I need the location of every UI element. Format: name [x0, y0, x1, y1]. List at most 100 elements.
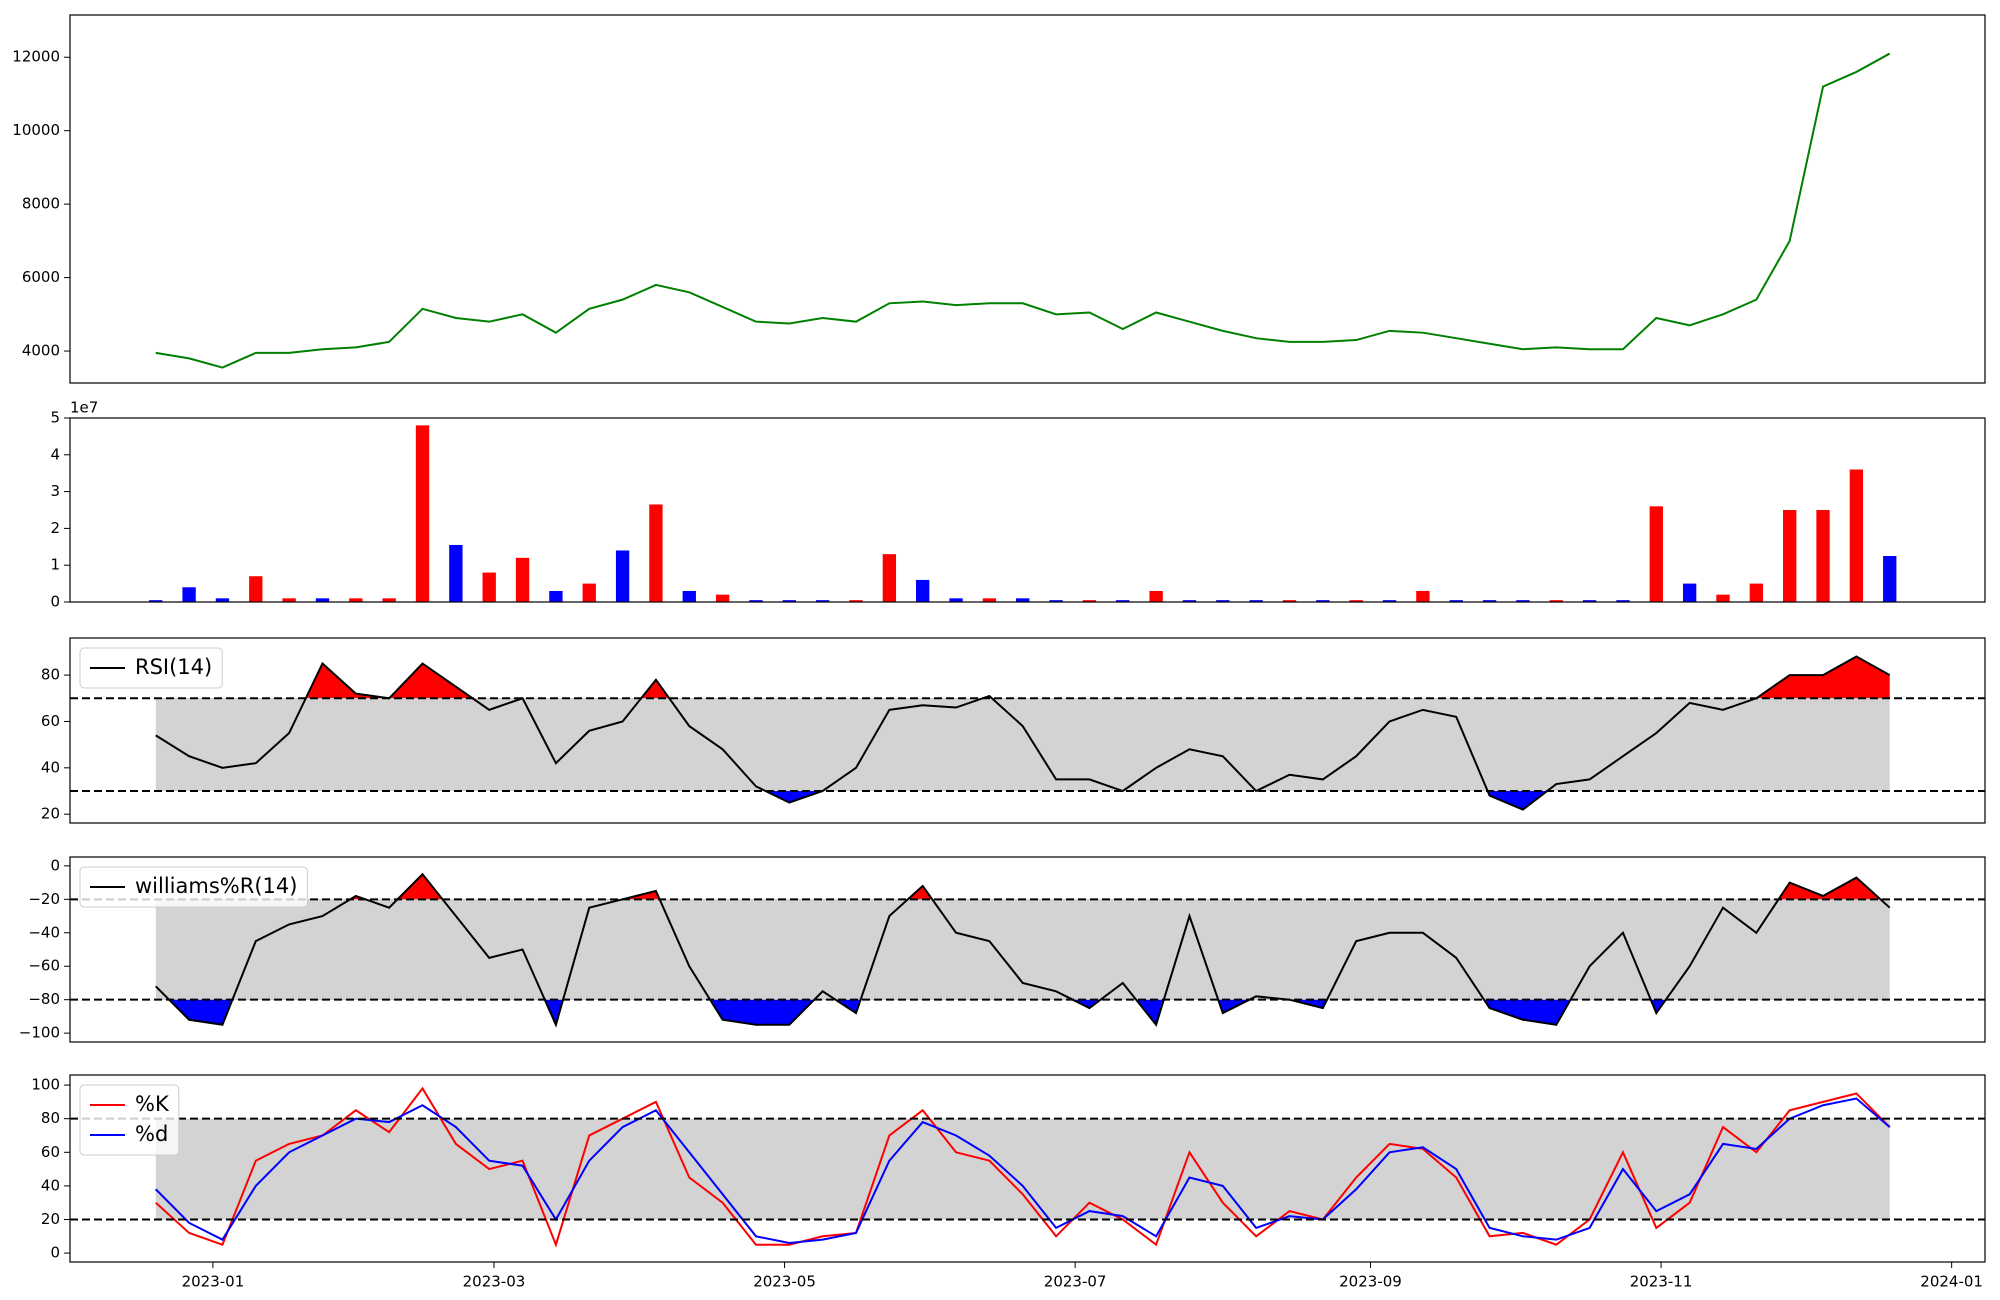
y-tick-label: 3 — [50, 482, 60, 500]
volume-bar — [749, 600, 763, 602]
y-tick-label: 0 — [50, 856, 60, 874]
volume-bar — [1616, 600, 1630, 602]
volume-bar — [249, 576, 263, 602]
volume-bar — [215, 598, 230, 602]
series-line — [155, 1097, 1891, 1245]
series-line — [155, 655, 1891, 811]
volume-bar — [1316, 600, 1330, 602]
panel: 0 1 2 3 4 5 1e7 — [50, 399, 1986, 611]
y-tick-label: 8000 — [22, 195, 60, 213]
volume-bar — [1649, 506, 1663, 602]
volume-bar — [1482, 600, 1497, 602]
volume-bar — [882, 554, 897, 602]
volume-bar — [1849, 469, 1864, 602]
volume-bar — [949, 598, 963, 602]
volume-bar — [1382, 600, 1397, 602]
axes-frame — [69, 856, 1986, 1043]
y-tick-label: 100 — [31, 1076, 60, 1094]
offset-label: 1e7 — [70, 399, 98, 417]
volume-bar — [1182, 600, 1197, 602]
volume-bar — [1549, 600, 1563, 602]
y-tick-label: 6000 — [22, 268, 60, 286]
volume-bar — [1049, 600, 1063, 602]
series-line — [155, 872, 1891, 1028]
volume-bar — [282, 598, 296, 602]
volume-bar — [682, 590, 696, 602]
volume-bar — [382, 598, 396, 602]
x-tick-label: 2023-07 — [1044, 1273, 1107, 1291]
volume-bar — [1582, 600, 1597, 602]
volume-bar — [1816, 510, 1830, 602]
x-tick-label: 2023-09 — [1339, 1273, 1402, 1291]
volume-bar — [149, 600, 163, 602]
y-tick-label: 20 — [41, 1210, 60, 1228]
panel: −100 −80 −60 −40 −20 0 williams%R(14) — [19, 856, 1986, 1043]
y-tick-label: 60 — [41, 712, 60, 730]
volume-bar — [515, 557, 530, 602]
y-tick-label: 40 — [41, 1176, 60, 1194]
volume-bar — [815, 600, 830, 602]
legend-box — [79, 866, 308, 908]
panel: 4000 6000 8000 10000 12000 — [12, 14, 1986, 384]
legend-label: RSI(14) — [135, 655, 212, 679]
volume-bar — [315, 598, 330, 602]
y-tick-label: 0 — [50, 1244, 60, 1262]
legend-box — [79, 1084, 180, 1156]
volume-bar — [415, 425, 430, 602]
neutral-band — [155, 1118, 1890, 1220]
plot-area — [155, 872, 1891, 1028]
axes-frame — [69, 1074, 1986, 1263]
y-tick-label: 4000 — [22, 342, 60, 360]
y-tick-label: 5 — [50, 409, 60, 427]
y-tick-label: 80 — [41, 1109, 60, 1127]
x-tick-label: 2024-01 — [1920, 1273, 1983, 1291]
volume-bar — [1416, 590, 1430, 602]
x-tick-label: 2023-11 — [1630, 1273, 1693, 1291]
volume-bar — [549, 590, 563, 602]
volume-bar — [182, 587, 196, 602]
y-tick-label: 12000 — [12, 48, 60, 66]
volume-bar — [1249, 600, 1263, 602]
axes-frame — [69, 637, 1986, 824]
volume-bar — [982, 598, 997, 602]
volume-bar — [1149, 590, 1163, 602]
y-tick-label: 2 — [50, 519, 60, 537]
series-line — [155, 1086, 1891, 1248]
volume-bar — [449, 544, 463, 602]
volume-bar — [715, 594, 730, 602]
volume-bar — [782, 600, 796, 602]
neutral-band — [155, 698, 1890, 792]
volume-bar — [1516, 600, 1530, 602]
y-tick-label: −40 — [28, 923, 60, 941]
axes-frame — [69, 417, 1986, 603]
axes-frame — [69, 14, 1986, 384]
volume-bar — [1216, 600, 1230, 602]
x-tick-label: 2023-05 — [753, 1273, 816, 1291]
legend-label: %K — [135, 1092, 170, 1116]
y-tick-label: 0 — [50, 593, 60, 611]
y-tick-label: 40 — [41, 758, 60, 776]
volume-bar — [615, 550, 630, 602]
volume-bar — [1682, 583, 1697, 602]
x-tick-label: 2023-03 — [463, 1273, 526, 1291]
overbought-fill — [305, 656, 1890, 699]
legend: williams%R(14) — [79, 866, 308, 908]
volume-bar — [1082, 600, 1097, 602]
y-tick-label: 1 — [50, 556, 60, 574]
y-tick-label: −60 — [28, 957, 60, 975]
volume-bar — [349, 598, 363, 602]
legend-label: williams%R(14) — [135, 874, 297, 898]
volume-bar — [582, 583, 596, 602]
y-tick-label: 4 — [50, 445, 60, 463]
volume-bar — [849, 600, 863, 602]
legend: %K %d — [79, 1084, 180, 1156]
volume-bar — [1716, 594, 1730, 602]
series-line — [155, 52, 1891, 369]
y-tick-label: −20 — [28, 890, 60, 908]
volume-bar — [1016, 598, 1030, 602]
y-tick-label: 10000 — [12, 121, 60, 139]
volume-bar — [1883, 556, 1897, 602]
x-tick-label: 2023-01 — [182, 1273, 245, 1291]
y-tick-label: 20 — [41, 805, 60, 823]
volume-bar — [482, 572, 496, 602]
